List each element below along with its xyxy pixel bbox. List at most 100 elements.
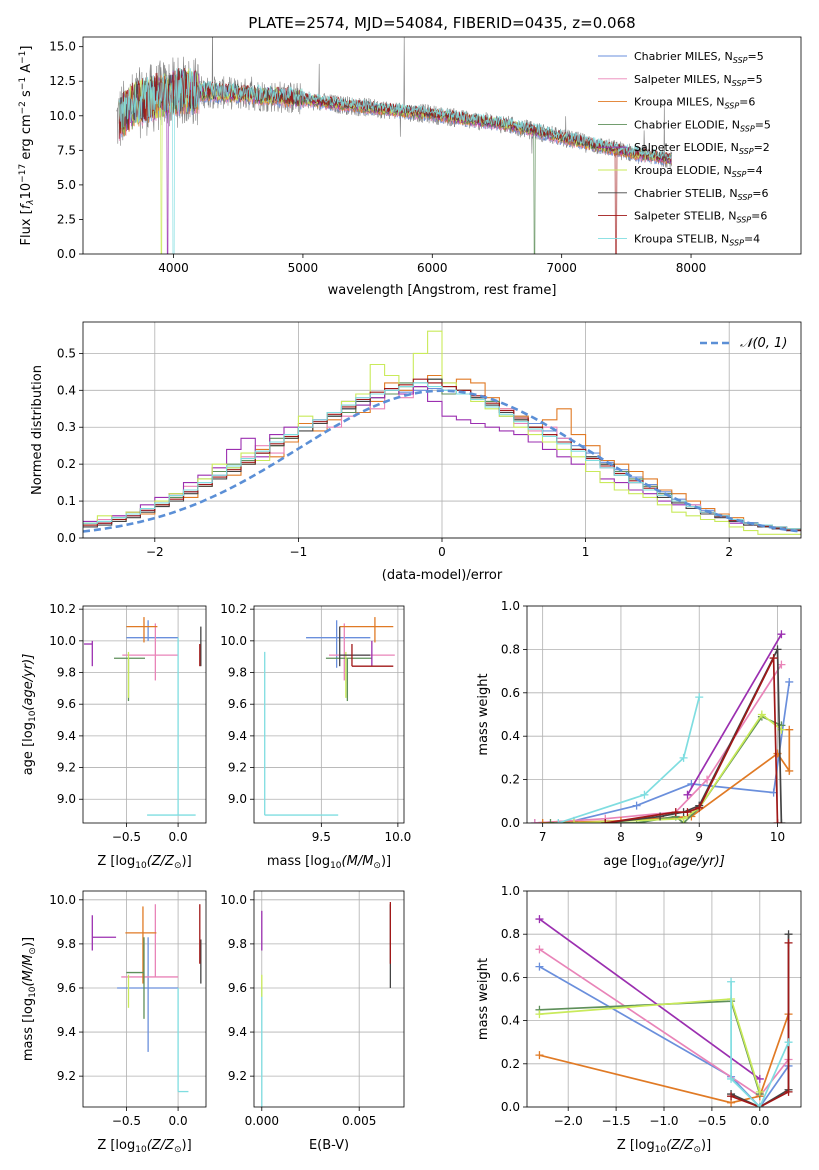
legend-nval: 6 xyxy=(748,96,755,109)
y-tick-label-4: 10.0 xyxy=(49,109,76,123)
y-tick-label-2: 9.6 xyxy=(228,981,247,995)
legend-nval: 5 xyxy=(764,118,771,131)
legend-model: Kroupa MILES xyxy=(634,96,709,109)
legend-entry-4: Salpeter ELODIE, NSSP=2 xyxy=(634,141,770,156)
y-tick-label-6: 10.2 xyxy=(220,602,247,616)
plot-area xyxy=(116,37,672,254)
x-tick-label-0: 4000 xyxy=(158,261,189,275)
x-axis-label: mass [log10(M/M⊙)] xyxy=(267,854,391,871)
y-tick-label-4: 10.0 xyxy=(49,893,76,907)
legend-nval: 4 xyxy=(756,164,763,177)
label-part: λ xyxy=(26,199,36,205)
label-part: (M/M xyxy=(342,854,374,869)
errorbar-point-6 xyxy=(339,626,371,667)
legend-model: Chabrier MILES xyxy=(634,50,718,63)
errorbar-point-2 xyxy=(339,617,394,643)
legend-n: N xyxy=(731,141,739,154)
series-line-3 xyxy=(550,715,782,823)
series-marker-0-2 xyxy=(632,801,641,810)
legend-n: N xyxy=(721,232,729,245)
legend-sep: , xyxy=(722,187,729,200)
errorbar-point-8 xyxy=(264,651,339,816)
series-line-3 xyxy=(539,1000,761,1095)
legend-entry-8: Kroupa STELIB, NSSP=4 xyxy=(634,232,760,247)
series-marker-2-4 xyxy=(785,766,794,775)
errorbar-point-4 xyxy=(84,640,93,667)
legend-sep: , xyxy=(724,141,731,154)
errorbar-point-7 xyxy=(351,644,394,667)
y-tick-label-1: 9.4 xyxy=(228,1025,247,1039)
legend-n: N xyxy=(723,73,731,86)
legend-nsub: SSP xyxy=(736,216,751,225)
legend-eq: = xyxy=(755,118,764,131)
label-part: s xyxy=(19,90,34,101)
label-part: ] xyxy=(19,46,34,51)
label-part: 10 xyxy=(655,1145,667,1155)
solar-symbol: ⊙ xyxy=(28,947,38,955)
label-part: mass weight xyxy=(476,673,491,755)
series-marker-6-4 xyxy=(773,645,782,654)
y-axis-label: mass weight xyxy=(476,958,491,1040)
series-marker-5-2 xyxy=(755,1087,764,1096)
legend-model: Chabrier ELODIE xyxy=(634,118,725,131)
x-axis-label: age [log10(age/yr)] xyxy=(603,854,725,871)
series-line-8 xyxy=(558,696,701,823)
series-marker-7-2 xyxy=(784,1087,793,1096)
errorbar-point-3 xyxy=(114,657,146,702)
y-tick-label-2: 9.4 xyxy=(228,729,247,743)
label-part: (Z/Z xyxy=(147,1138,175,1153)
label-part: mass weight xyxy=(476,958,491,1040)
errorbar-point-1 xyxy=(122,623,179,681)
legend-model: Chabrier STELIB xyxy=(634,187,722,200)
series-marker-2-0 xyxy=(538,819,547,823)
series-marker-8-1 xyxy=(640,790,649,799)
legend-eq: = xyxy=(744,232,753,245)
legend-nsub: SSP xyxy=(732,79,747,88)
y-tick-label-6: 10.2 xyxy=(49,602,76,616)
legend-n: N xyxy=(729,187,737,200)
series-marker-1-0 xyxy=(530,819,539,823)
x-tick-label-0: −2 xyxy=(146,545,164,559)
series-marker-2-0 xyxy=(535,1051,544,1060)
errorbar-point-1 xyxy=(329,623,395,681)
legend-sep: , xyxy=(721,210,728,223)
series-marker-1-3 xyxy=(703,775,712,784)
x-axis-label: wavelength [Angstrom, rest frame] xyxy=(328,283,557,298)
series-marker-8-3 xyxy=(784,1038,793,1047)
axes-5: −0.5 0.09.29.49.69.810.0Z [log10(Z/Z⊙)]ma… xyxy=(21,890,207,1155)
legend-model: Salpeter STELIB xyxy=(634,210,721,223)
series-marker-7-0 xyxy=(601,819,610,823)
y-tick-label-1: 9.2 xyxy=(57,761,76,775)
series-line-2 xyxy=(542,729,791,823)
legend-sep: , xyxy=(716,73,723,86)
series-marker-1-4 xyxy=(777,660,786,669)
label-part: mass [log xyxy=(21,998,36,1061)
y-tick-label-1: 9.4 xyxy=(57,1025,76,1039)
label-part: )] xyxy=(21,937,36,947)
axes-7: −2.0 −1.5 −1.0 −0.5 0.0 0.0 0.2 0.4 0.6 0.8 1.0 Z [… xyxy=(476,884,802,1155)
series-line-4 xyxy=(539,918,761,1080)
x-tick-label-3: 7000 xyxy=(546,261,577,275)
legend-nval: 5 xyxy=(757,50,764,63)
series-marker-5-0 xyxy=(569,819,578,823)
solar-symbol: ⊙ xyxy=(174,1145,182,1155)
legend-sep: , xyxy=(725,118,732,131)
x-axis-label: (data-model)/error xyxy=(382,568,503,583)
model-spectrum-8 xyxy=(118,68,672,254)
label-part: Flux [ xyxy=(19,209,34,245)
axes-6: 0.000 0.005 9.2 9.4 9.6 9.8 10.0 E(B-V) xyxy=(220,890,405,1153)
legend-entry-3: Chabrier ELODIE, NSSP=5 xyxy=(634,118,771,133)
legend-sep: , xyxy=(709,96,716,109)
legend-sep: , xyxy=(716,164,723,177)
label-part: mass [log xyxy=(267,854,330,869)
legend-nsub: SSP xyxy=(739,147,754,156)
y-tick-label-3: 7.5 xyxy=(57,143,76,157)
y-tick-label-1: 9.2 xyxy=(228,761,247,775)
y-tick-label-3: 0.6 xyxy=(501,970,520,984)
legend-nval: 6 xyxy=(761,187,768,200)
series-marker-7-3 xyxy=(784,938,793,947)
label-part: (Z/Z xyxy=(147,854,175,869)
plot-area xyxy=(530,630,794,823)
x-tick-label-1: 10.0 xyxy=(385,830,412,844)
